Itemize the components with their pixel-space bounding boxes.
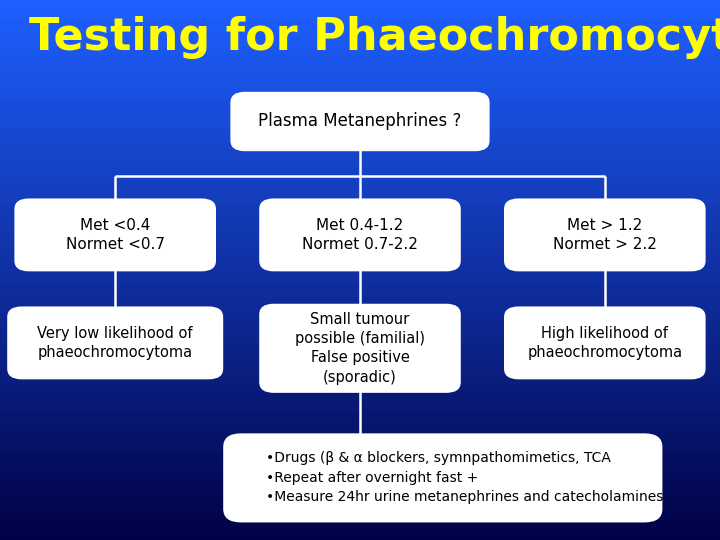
Bar bbox=[0, 54, 720, 60]
Bar bbox=[0, 102, 720, 108]
Bar bbox=[0, 438, 720, 445]
Bar bbox=[0, 237, 720, 243]
Bar bbox=[0, 148, 720, 156]
Bar bbox=[0, 202, 720, 209]
Bar bbox=[0, 33, 720, 40]
Bar bbox=[0, 256, 720, 263]
Bar bbox=[0, 230, 720, 237]
Bar bbox=[0, 426, 720, 432]
Bar bbox=[0, 243, 720, 249]
Bar bbox=[0, 284, 720, 291]
Bar bbox=[0, 338, 720, 345]
Bar bbox=[0, 534, 720, 540]
Bar bbox=[0, 351, 720, 357]
Bar bbox=[0, 20, 720, 27]
Bar bbox=[0, 168, 720, 176]
Bar bbox=[0, 513, 720, 519]
FancyBboxPatch shape bbox=[259, 303, 461, 393]
Bar bbox=[0, 432, 720, 438]
Bar bbox=[0, 14, 720, 20]
FancyBboxPatch shape bbox=[7, 306, 223, 379]
Bar bbox=[0, 135, 720, 141]
Text: Testing for Phaeochromocytoma: Testing for Phaeochromocytoma bbox=[29, 16, 720, 59]
Bar bbox=[0, 418, 720, 426]
Bar bbox=[0, 500, 720, 507]
FancyBboxPatch shape bbox=[223, 433, 662, 523]
Bar bbox=[0, 324, 720, 330]
Text: Met > 1.2
Normet > 2.2: Met > 1.2 Normet > 2.2 bbox=[553, 218, 657, 252]
Text: High likelihood of
phaeochromocytoma: High likelihood of phaeochromocytoma bbox=[527, 326, 683, 360]
Bar bbox=[0, 162, 720, 168]
Bar bbox=[0, 141, 720, 149]
Bar bbox=[0, 189, 720, 195]
Bar bbox=[0, 345, 720, 351]
Bar bbox=[0, 122, 720, 128]
Bar bbox=[0, 115, 720, 122]
Bar bbox=[0, 465, 720, 472]
Bar bbox=[0, 452, 720, 459]
Bar bbox=[0, 493, 720, 500]
Bar bbox=[0, 405, 720, 411]
Bar bbox=[0, 74, 720, 81]
Bar bbox=[0, 358, 720, 365]
Bar bbox=[0, 399, 720, 405]
Bar bbox=[0, 128, 720, 135]
Bar bbox=[0, 364, 720, 372]
Bar bbox=[0, 378, 720, 384]
Bar bbox=[0, 330, 720, 338]
Bar bbox=[0, 176, 720, 183]
Bar bbox=[0, 6, 720, 14]
Bar bbox=[0, 68, 720, 74]
Bar bbox=[0, 249, 720, 256]
Bar bbox=[0, 411, 720, 418]
Bar bbox=[0, 480, 720, 486]
Bar bbox=[0, 486, 720, 492]
Bar bbox=[0, 87, 720, 94]
Bar bbox=[0, 94, 720, 102]
Bar bbox=[0, 0, 720, 6]
Bar bbox=[0, 183, 720, 189]
Bar bbox=[0, 472, 720, 480]
Bar bbox=[0, 270, 720, 276]
Bar bbox=[0, 459, 720, 465]
Bar bbox=[0, 507, 720, 513]
Bar bbox=[0, 195, 720, 202]
FancyBboxPatch shape bbox=[504, 306, 706, 379]
Text: Plasma Metanephrines ?: Plasma Metanephrines ? bbox=[258, 112, 462, 131]
Text: Met <0.4
Normet <0.7: Met <0.4 Normet <0.7 bbox=[66, 218, 165, 252]
Bar bbox=[0, 384, 720, 391]
Bar bbox=[0, 446, 720, 453]
Bar bbox=[0, 303, 720, 310]
Bar bbox=[0, 222, 720, 230]
Bar bbox=[0, 392, 720, 399]
Bar bbox=[0, 27, 720, 33]
FancyBboxPatch shape bbox=[14, 199, 216, 271]
Bar bbox=[0, 60, 720, 68]
Bar bbox=[0, 526, 720, 534]
Bar bbox=[0, 519, 720, 526]
Text: •Drugs (β & α blockers, symnpathomimetics, TCA
•Repeat after overnight fast +
•M: •Drugs (β & α blockers, symnpathomimetic… bbox=[266, 451, 664, 504]
Bar bbox=[0, 317, 720, 324]
Bar bbox=[0, 372, 720, 378]
Bar bbox=[0, 263, 720, 270]
Bar bbox=[0, 156, 720, 162]
Bar bbox=[0, 276, 720, 284]
Bar bbox=[0, 310, 720, 317]
Bar bbox=[0, 291, 720, 297]
FancyBboxPatch shape bbox=[230, 92, 490, 151]
Bar bbox=[0, 47, 720, 54]
Text: Small tumour
possible (familial)
False positive
(sporadic): Small tumour possible (familial) False p… bbox=[295, 312, 425, 384]
Text: Met 0.4-1.2
Normet 0.7-2.2: Met 0.4-1.2 Normet 0.7-2.2 bbox=[302, 218, 418, 252]
Bar bbox=[0, 81, 720, 87]
Bar bbox=[0, 40, 720, 47]
Bar bbox=[0, 297, 720, 303]
Bar bbox=[0, 108, 720, 115]
FancyBboxPatch shape bbox=[504, 199, 706, 271]
Bar bbox=[0, 216, 720, 222]
Text: Very low likelihood of
phaeochromocytoma: Very low likelihood of phaeochromocytoma bbox=[37, 326, 193, 360]
FancyBboxPatch shape bbox=[259, 199, 461, 271]
Bar bbox=[0, 209, 720, 216]
